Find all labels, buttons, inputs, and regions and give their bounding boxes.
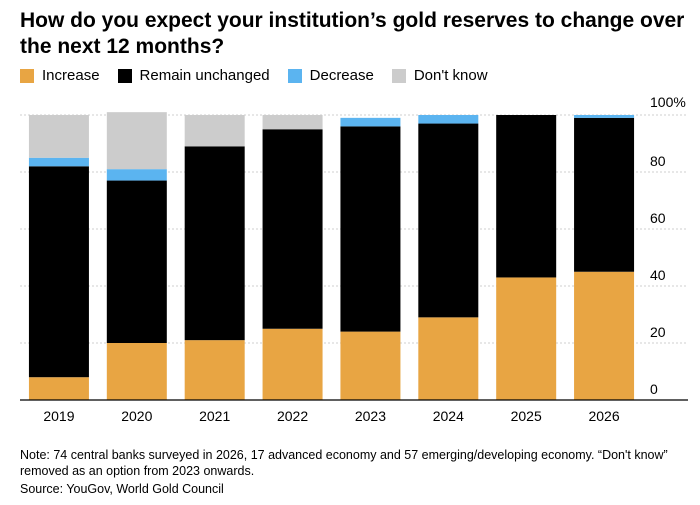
bar-segment	[574, 115, 635, 118]
legend-label: Decrease	[309, 67, 374, 84]
chart-title: How do you expect your institution’s gol…	[20, 9, 685, 58]
bar-segment	[496, 277, 557, 400]
legend-swatch	[287, 68, 302, 83]
y-tick-label: 80	[650, 153, 666, 169]
x-tick-label: 2024	[433, 408, 464, 424]
bar-segment	[574, 117, 635, 272]
bar-segment	[28, 377, 89, 400]
legend-swatch	[117, 68, 132, 83]
x-tick-label: 2022	[277, 408, 308, 424]
y-tick-label: 100%	[650, 94, 686, 110]
legend: Increase Remain unchanged Decrease Don't kn…	[20, 67, 506, 84]
bar-segment	[340, 126, 401, 332]
x-tick-label: 2019	[43, 408, 74, 424]
legend-swatch	[391, 68, 406, 83]
bar-segment	[106, 169, 167, 181]
bar-segment	[184, 340, 245, 400]
legend-label: Increase	[42, 67, 100, 84]
y-tick-label: 0	[650, 381, 658, 397]
bar-segment	[262, 129, 323, 329]
legend-label: Remain unchanged	[139, 67, 270, 84]
bar-segment	[574, 271, 635, 400]
chart-note: Note: 74 central banks surveyed in 2026,…	[20, 448, 668, 478]
bar-segment	[262, 328, 323, 400]
bar-segment	[418, 115, 479, 124]
bar-segment	[496, 115, 557, 278]
x-tick-label: 2021	[199, 408, 230, 424]
legend-item: Increase	[20, 67, 100, 84]
bar-segment	[28, 115, 89, 158]
bar-segment	[106, 343, 167, 400]
x-tick-label: 2023	[355, 408, 386, 424]
stacked-bar-chart: 0 20 40 60 80 100% 2019 2020 2021 2022 2023 2024 202…	[20, 94, 688, 424]
bar-segment	[340, 331, 401, 400]
bar-segment	[106, 180, 167, 343]
x-tick-label: 2025	[511, 408, 542, 424]
y-tick-label: 60	[650, 210, 666, 226]
bar-segment	[28, 166, 89, 378]
x-tick-label: 2020	[121, 408, 152, 424]
y-tick-label: 20	[650, 324, 666, 340]
bar-segment	[28, 157, 89, 167]
legend-label: Don't know	[413, 67, 488, 84]
legend-item: Don't know	[391, 67, 488, 84]
bar-segment	[184, 146, 245, 341]
y-tick-label: 40	[650, 267, 666, 283]
legend-item: Remain unchanged	[117, 67, 270, 84]
chart-source: Source: YouGov, World Gold Council	[20, 482, 224, 496]
bar-segment	[418, 123, 479, 318]
bar-segment	[418, 317, 479, 400]
x-tick-label: 2026	[588, 408, 619, 424]
bar-segment	[184, 115, 245, 147]
bar-segment	[340, 117, 401, 127]
bar-segment	[262, 115, 323, 130]
bar-segment	[106, 112, 167, 170]
legend-swatch	[20, 68, 34, 83]
legend-item: Decrease	[287, 67, 374, 84]
